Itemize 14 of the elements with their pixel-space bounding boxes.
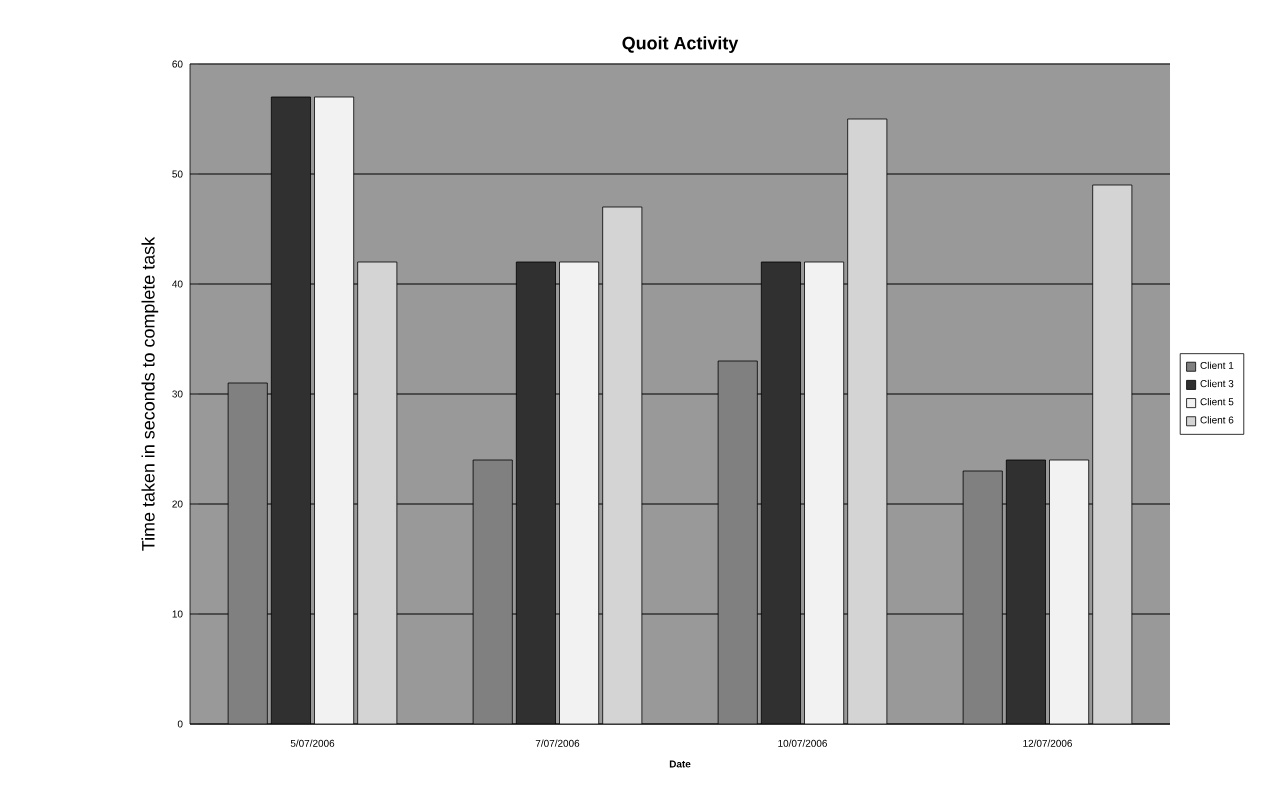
y-axis-title: Time taken in seconds to complete task (141, 236, 159, 551)
bar (847, 119, 887, 724)
bar (602, 207, 642, 724)
bar (559, 262, 599, 724)
chart-title: Quoit Activity (622, 36, 739, 53)
bar (228, 383, 268, 724)
bar (1049, 459, 1090, 724)
bar (718, 361, 758, 724)
bar (314, 97, 354, 724)
bar (1092, 184, 1133, 724)
bar (473, 460, 513, 724)
bar (357, 262, 397, 724)
bar (804, 262, 844, 724)
bar (962, 470, 1003, 724)
